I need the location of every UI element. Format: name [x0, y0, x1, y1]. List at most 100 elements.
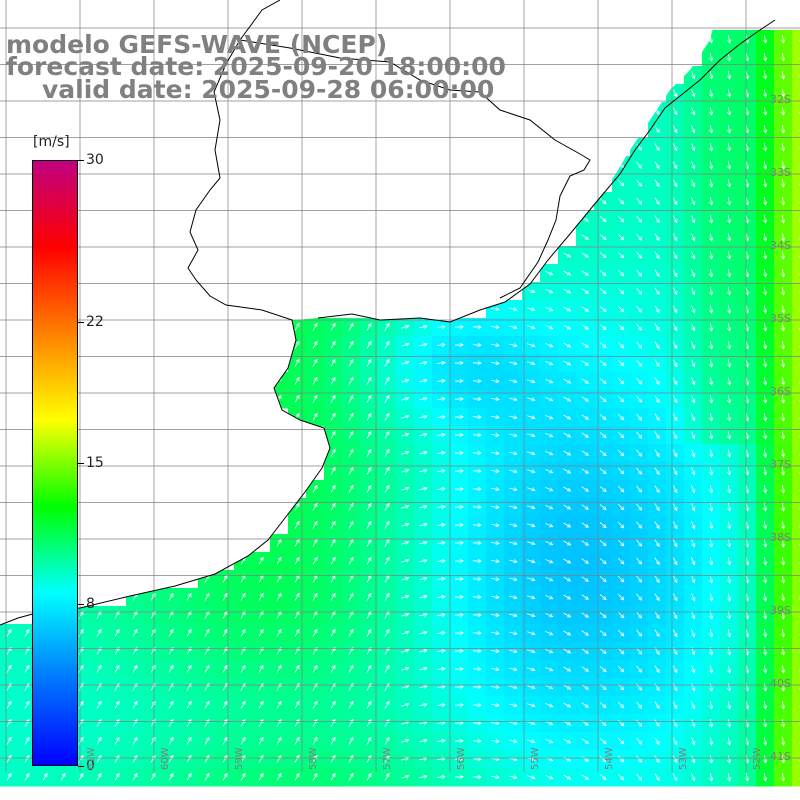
wind-arrow [781, 701, 786, 710]
wind-arrow [691, 521, 696, 530]
wind-arrow [636, 449, 643, 457]
wind-arrow [691, 431, 696, 440]
wind-arrow [527, 343, 536, 348]
wind-arrow [545, 522, 554, 528]
wind-arrow [96, 736, 102, 745]
wind-arrow [204, 610, 210, 619]
wind-arrow [709, 683, 714, 692]
wind-arrow [581, 558, 589, 564]
wind-arrow [330, 736, 336, 745]
wind-arrow [563, 558, 572, 564]
wind-arrow [636, 251, 643, 259]
wind-arrow [727, 611, 732, 620]
wind-arrow [636, 467, 643, 475]
wind-arrow [419, 486, 428, 491]
wind-arrow [691, 719, 696, 728]
wind-arrow [636, 575, 643, 583]
latitude-label: 37S [770, 458, 791, 471]
wind-arrow [763, 341, 768, 350]
wind-arrow [454, 414, 464, 419]
wind-arrow [96, 772, 102, 781]
wind-arrow [581, 576, 589, 582]
wind-arrow [490, 721, 500, 726]
wind-arrow [781, 593, 786, 602]
wind-arrow [691, 161, 696, 170]
wind-arrow [490, 361, 500, 366]
wind-arrow [709, 341, 714, 350]
wind-arrow [545, 648, 554, 654]
wind-arrow [617, 305, 625, 313]
wind-arrow [366, 610, 372, 619]
wind-arrow [763, 467, 768, 476]
wind-arrow [672, 485, 678, 494]
wind-arrow [563, 468, 572, 474]
wind-arrow [114, 736, 120, 745]
wind-arrow [204, 592, 210, 601]
wind-arrow [186, 700, 192, 709]
wind-arrow [348, 322, 354, 331]
wind-arrow [472, 595, 482, 600]
wind-arrow [436, 396, 446, 401]
wind-arrow [727, 215, 732, 224]
wind-arrow [691, 773, 696, 782]
wind-arrow [672, 611, 678, 620]
wind-arrow [384, 502, 390, 511]
wind-arrow [401, 558, 410, 563]
wind-arrow [330, 448, 336, 457]
title-model: modelo GEFS-WAVE (NCEP) [6, 30, 388, 59]
wind-arrow [636, 269, 643, 277]
wind-arrow [691, 629, 696, 638]
wind-arrow [168, 592, 174, 601]
wind-arrow [527, 559, 536, 564]
wind-arrow [114, 700, 120, 709]
wind-arrow [472, 667, 482, 672]
wind-arrow [654, 701, 660, 710]
wind-arrow [672, 431, 678, 440]
longitude-label: 54W [604, 747, 615, 770]
wind-arrow [348, 628, 354, 637]
wind-arrow [294, 520, 300, 529]
wind-arrow [472, 397, 482, 402]
wind-arrow [348, 502, 354, 511]
wind-arrow [186, 736, 192, 745]
wind-arrow [330, 376, 336, 385]
wind-arrow [454, 342, 464, 347]
wind-arrow [781, 161, 786, 170]
wind-arrow [672, 665, 678, 674]
wind-arrow [312, 484, 318, 493]
wind-arrow [294, 664, 300, 673]
wind-arrow [763, 161, 768, 170]
wind-arrow [78, 772, 84, 781]
wind-arrow [168, 610, 174, 619]
wind-arrow [636, 521, 643, 529]
wind-arrow [509, 505, 518, 510]
wind-arrow [114, 628, 120, 637]
wind-arrow [472, 505, 482, 510]
wind-arrow [419, 666, 428, 671]
wind-arrow [276, 700, 282, 709]
wind-arrow [436, 702, 446, 707]
wind-arrow [709, 629, 714, 638]
wind-arrow [654, 755, 660, 764]
wind-speed-cell [792, 408, 800, 427]
wind-arrow [509, 541, 518, 546]
wind-arrow [763, 431, 768, 440]
wind-arrow [709, 233, 714, 242]
wind-arrow [454, 504, 464, 509]
wind-arrow [258, 736, 264, 745]
wind-arrow [781, 107, 786, 116]
wind-arrow [636, 287, 643, 295]
wind-arrow [672, 575, 678, 584]
wind-speed-cell [792, 264, 800, 283]
wind-speed-cell [792, 768, 800, 787]
wind-arrow [330, 628, 336, 637]
wind-arrow [617, 251, 625, 259]
wind-speed-cell [792, 678, 800, 697]
wind-arrow [276, 556, 282, 565]
wind-speed-cell [792, 102, 800, 121]
wind-arrow [366, 484, 372, 493]
wind-arrow [781, 719, 786, 728]
wind-arrow [581, 612, 589, 618]
wind-arrow [763, 719, 768, 728]
wind-arrow [654, 503, 660, 512]
